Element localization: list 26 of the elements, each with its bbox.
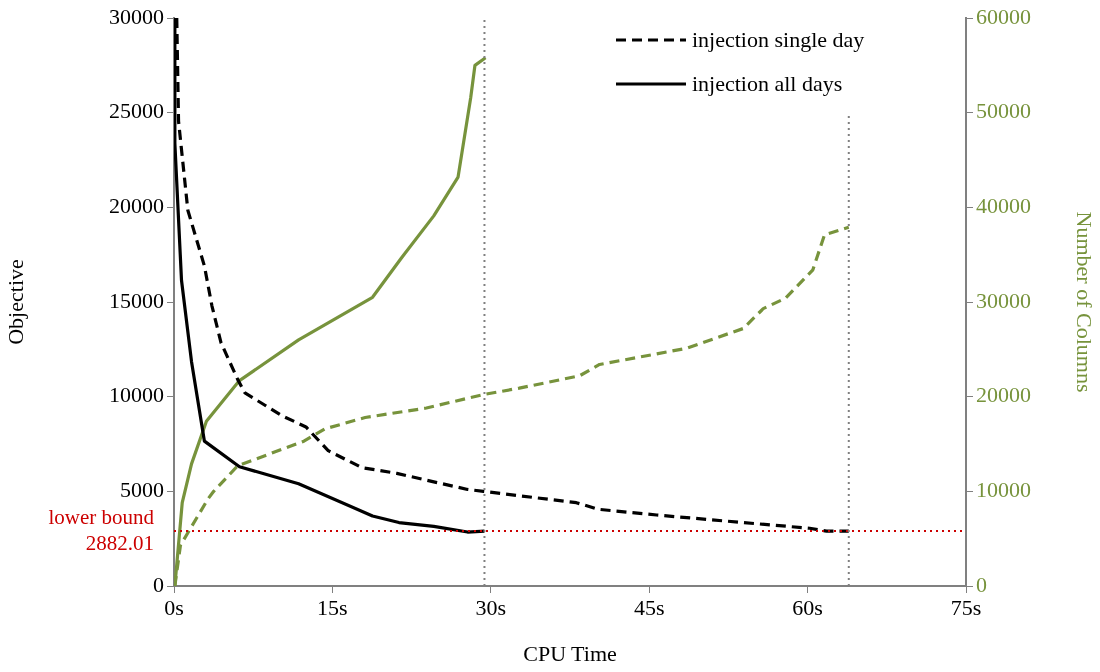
y2-tick-label: 0 [976, 571, 987, 597]
x-tick-label: 0s [164, 594, 184, 620]
y2-tick-label: 20000 [976, 382, 1031, 408]
legend-label: injection all days [692, 71, 843, 97]
y2-axis-title: Number of Columns [1072, 211, 1098, 393]
y-tick-label: 0 [153, 571, 164, 597]
y-tick-label: 5000 [120, 477, 164, 503]
y-tick-label: 15000 [109, 287, 164, 313]
legend-label: injection single day [692, 27, 865, 53]
y2-tick-label: 60000 [976, 3, 1031, 29]
y2-tick-label: 30000 [976, 287, 1031, 313]
x-tick-label: 15s [317, 594, 348, 620]
x-tick-label: 75s [950, 594, 982, 620]
y-tick-label: 10000 [109, 382, 164, 408]
y2-tick-label: 40000 [976, 193, 1031, 219]
x-tick-label: 45s [633, 594, 665, 620]
x-axis-title: CPU Time [523, 640, 617, 666]
y-tick-label: 30000 [109, 3, 164, 29]
y-tick-label: 25000 [109, 98, 164, 124]
ref-line-label: lower bound 2882.01 [48, 504, 155, 555]
y-axis-title: Objective [2, 259, 28, 345]
x-tick-label: 60s [792, 594, 823, 620]
y-tick-label: 20000 [109, 193, 164, 219]
x-tick-label: 30s [475, 594, 507, 620]
y2-tick-label: 50000 [976, 98, 1031, 124]
y2-tick-label: 10000 [976, 477, 1031, 503]
